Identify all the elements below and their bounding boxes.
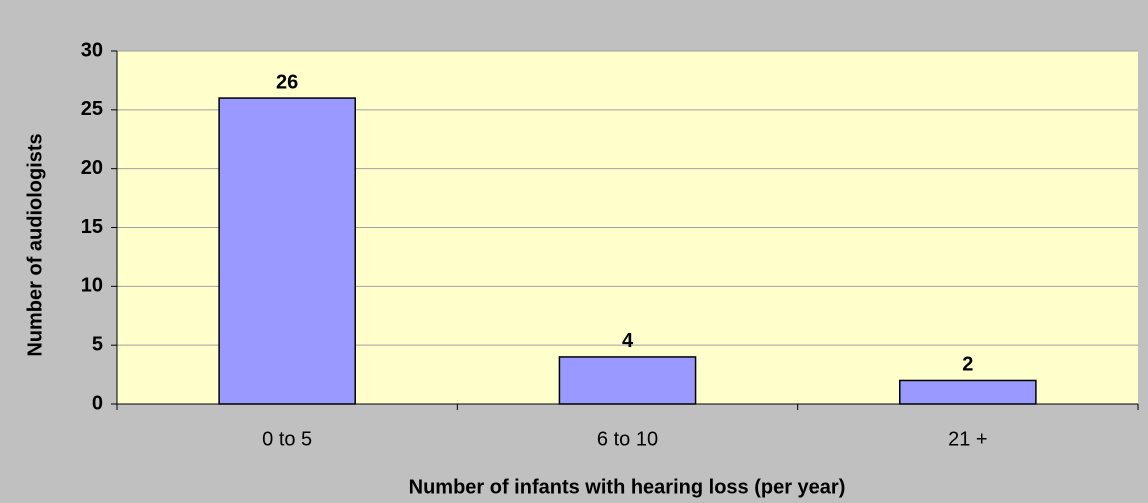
bar	[218, 97, 356, 405]
y-tick-label: 5	[92, 333, 103, 355]
data-label: 4	[622, 330, 634, 352]
y-tick-label: 20	[81, 157, 103, 179]
x-axis-title: Number of infants with hearing loss (per…	[409, 476, 846, 498]
x-tick-label: 0 to 5	[262, 428, 312, 450]
y-axis-title: Number of audiologists	[24, 133, 46, 356]
data-label: 2	[962, 354, 973, 376]
y-tick-label: 25	[81, 98, 103, 120]
y-tick-label: 0	[92, 392, 103, 414]
data-label: 26	[276, 71, 298, 93]
bar	[558, 356, 697, 405]
x-tick-label: 6 to 10	[597, 428, 658, 450]
bar	[899, 379, 1037, 405]
x-tick-label: 21 +	[948, 428, 987, 450]
y-tick-label: 15	[81, 216, 103, 238]
y-tick-label: 10	[81, 275, 103, 297]
y-tick-label: 30	[81, 39, 103, 61]
